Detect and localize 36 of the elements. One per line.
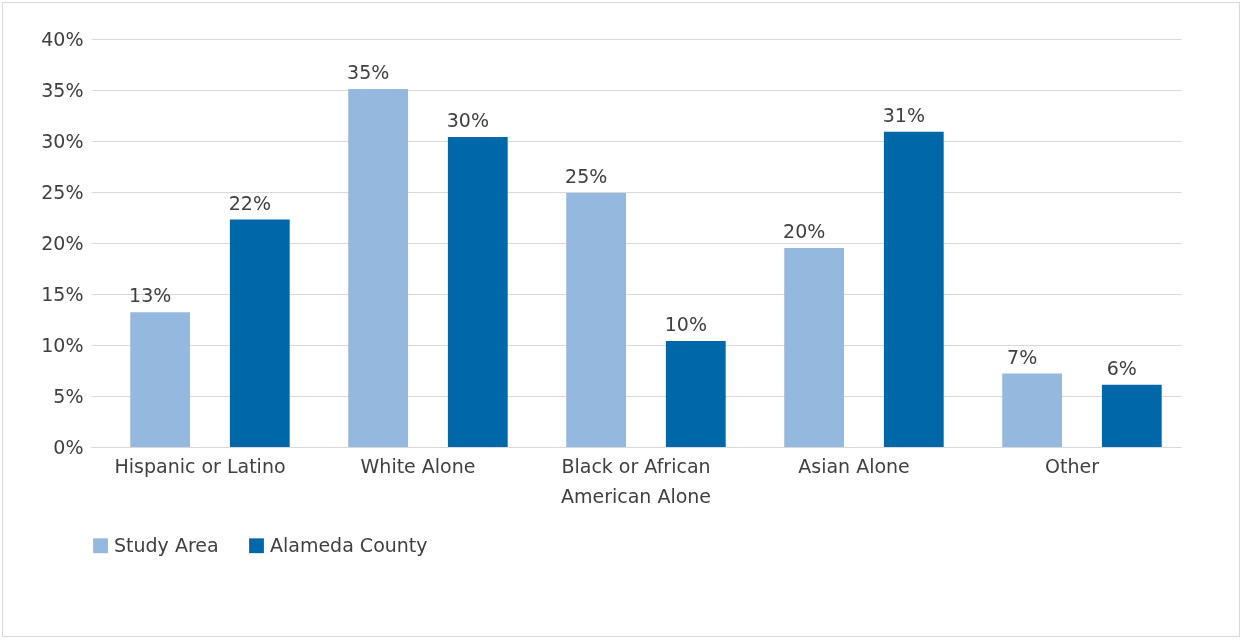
- x-tick-label: Hispanic or Latino: [114, 454, 286, 477]
- data-label: 10%: [664, 312, 707, 335]
- y-tick-label: 30%: [41, 129, 84, 152]
- data-label: 20%: [783, 220, 826, 243]
- y-tick-label: 0%: [53, 435, 84, 458]
- bar: [566, 193, 627, 447]
- bar: [883, 131, 944, 447]
- y-tick-label: 40%: [41, 27, 84, 50]
- data-label: 25%: [565, 165, 608, 188]
- y-tick-label: 25%: [41, 180, 84, 203]
- data-label: 6%: [1106, 356, 1137, 379]
- legend-label: Study Area: [114, 533, 219, 556]
- y-tick-label: 20%: [41, 231, 84, 254]
- x-tick-label: Black or African American Alone: [560, 454, 712, 507]
- x-tick-label: Other: [1045, 454, 1100, 477]
- bar: [130, 312, 191, 447]
- y-tick-label: 35%: [41, 78, 84, 101]
- x-tick-label: Asian Alone: [798, 454, 910, 477]
- bar: [665, 340, 726, 447]
- bar: [229, 219, 290, 447]
- x-tick-label: White Alone: [360, 454, 476, 477]
- y-tick-label: 5%: [53, 384, 84, 407]
- y-tick-label: 15%: [41, 282, 84, 305]
- legend-label: Alameda County: [270, 533, 428, 556]
- data-label: 30%: [446, 108, 489, 131]
- bar: [784, 248, 845, 447]
- data-label: 13%: [129, 284, 172, 307]
- y-tick-label: 10%: [41, 333, 84, 356]
- data-label: 22%: [228, 191, 271, 214]
- bar: [1101, 384, 1162, 447]
- data-label: 31%: [882, 103, 925, 126]
- bar: [348, 88, 409, 447]
- data-label: 7%: [1007, 345, 1038, 368]
- bar: [447, 136, 508, 447]
- data-label: 35%: [347, 60, 390, 83]
- bar: [1002, 373, 1063, 447]
